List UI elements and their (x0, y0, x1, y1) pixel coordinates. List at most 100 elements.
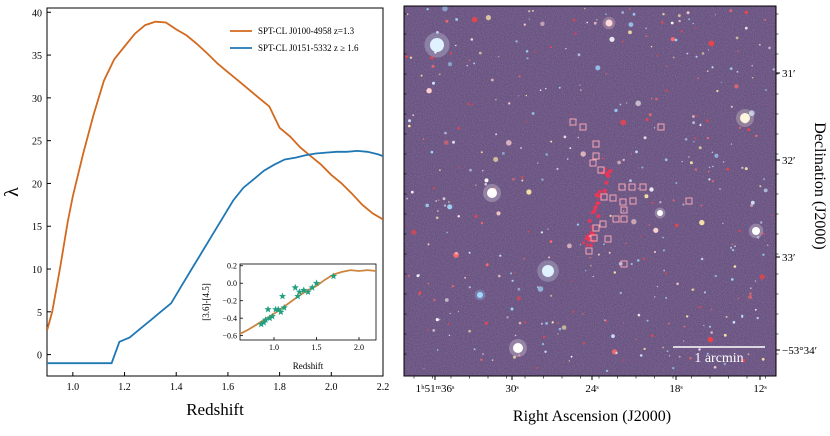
member-marker (592, 140, 600, 148)
sky-source (750, 200, 755, 205)
main-y-tick-label: 0 (37, 351, 42, 362)
sky-source (619, 103, 622, 106)
sky-source (756, 236, 760, 239)
sky-source (597, 253, 600, 256)
sky-source (545, 322, 548, 325)
sky-source (707, 336, 714, 343)
sky-image-frame (403, 5, 777, 377)
sky-source (411, 229, 417, 235)
member-marker (618, 183, 626, 191)
inset-star-point (264, 305, 272, 313)
main-y-tick-label: 40 (32, 8, 42, 19)
sky-source (540, 231, 544, 234)
sky-source (706, 352, 709, 355)
main-x-tick-label: 1.6 (222, 382, 235, 393)
sky-source (438, 73, 441, 76)
sky-source (692, 121, 695, 125)
sky-source (674, 38, 678, 42)
sky-source (611, 334, 615, 338)
sky-source (691, 288, 695, 291)
sky-source (579, 244, 581, 246)
sky-source (442, 5, 448, 12)
sky-source (556, 167, 559, 170)
inset-background (239, 263, 377, 341)
sky-source (527, 230, 530, 233)
sky-source (708, 325, 712, 328)
sky-source (700, 123, 702, 125)
member-marker (685, 197, 693, 205)
sky-source (711, 66, 714, 69)
sky-source (683, 340, 685, 342)
sky-source (408, 275, 410, 277)
sky-source (457, 215, 460, 218)
sky-source (473, 62, 476, 65)
member-marker (590, 234, 598, 242)
sky-source (677, 14, 681, 18)
sky-source (550, 294, 553, 297)
sky-source (615, 351, 618, 355)
sky-source (427, 243, 430, 246)
sky-source (713, 366, 717, 369)
sky-source (416, 274, 420, 278)
sky-source (661, 21, 664, 24)
sky-source (608, 251, 611, 254)
sky-source (590, 265, 592, 267)
member-marker (629, 197, 637, 205)
sky-source (686, 52, 689, 55)
sky-source (447, 204, 453, 210)
sky-source (525, 94, 527, 97)
dec-tick-label: 31′ (782, 68, 795, 80)
member-marker (599, 220, 607, 228)
sky-source (693, 141, 695, 143)
sky-source (579, 84, 581, 86)
sky-source (569, 147, 572, 150)
cluster-source (590, 225, 593, 227)
sky-source (412, 114, 415, 117)
sky-source (689, 357, 692, 360)
sky-source (630, 262, 633, 266)
sky-source (496, 211, 501, 216)
inset-x-tick-label: 1.0 (269, 343, 279, 352)
sky-source (737, 50, 739, 52)
sky-source (485, 321, 488, 325)
sky-source (714, 14, 716, 16)
sky-source (442, 197, 446, 201)
sky-source (738, 229, 741, 233)
sky-source (422, 138, 425, 140)
inset-x-axis-label: Redshift (293, 361, 324, 371)
lambda-redshift-chart: 1.0 1.2 1.4 1.6 1.8 2.0 2.2 0 5 10 15 20 25 30 35 40 SP… (1, 7, 390, 419)
cluster-source (604, 180, 609, 185)
inset-star-point (278, 292, 287, 300)
sky-source (672, 366, 675, 370)
cluster-source (590, 211, 594, 215)
sky-source (510, 307, 514, 311)
sky-source (708, 166, 711, 169)
main-y-tick-label: 35 (32, 51, 42, 62)
sky-source (708, 170, 710, 173)
sky-source (637, 187, 639, 190)
sky-source (625, 242, 627, 245)
sky-source (557, 322, 560, 325)
sky-source (643, 257, 646, 260)
inset-y-tick-label: −0.6 (222, 332, 237, 341)
sky-source (520, 147, 522, 149)
main-y-tick-label: 20 (32, 179, 42, 190)
sky-source (446, 231, 448, 234)
sky-source (720, 81, 722, 83)
legend: SPT-CL J0100-4958 z=1.3 SPT-CL J0151-533… (230, 26, 359, 53)
sky-source (444, 131, 447, 135)
main-x-tick-label: 2.2 (377, 382, 390, 393)
sky-source (637, 259, 640, 262)
inset-star-point (277, 308, 285, 316)
scale-bar-label: 1 arcmin (694, 351, 743, 366)
sky-source (734, 84, 739, 89)
sky-source (408, 124, 411, 128)
sky-source (708, 40, 715, 47)
member-marker (597, 166, 605, 174)
sky-source (431, 65, 435, 68)
sky-source (761, 357, 765, 361)
sky-source (758, 43, 761, 46)
sky-source (651, 334, 654, 338)
sky-source (531, 9, 534, 12)
